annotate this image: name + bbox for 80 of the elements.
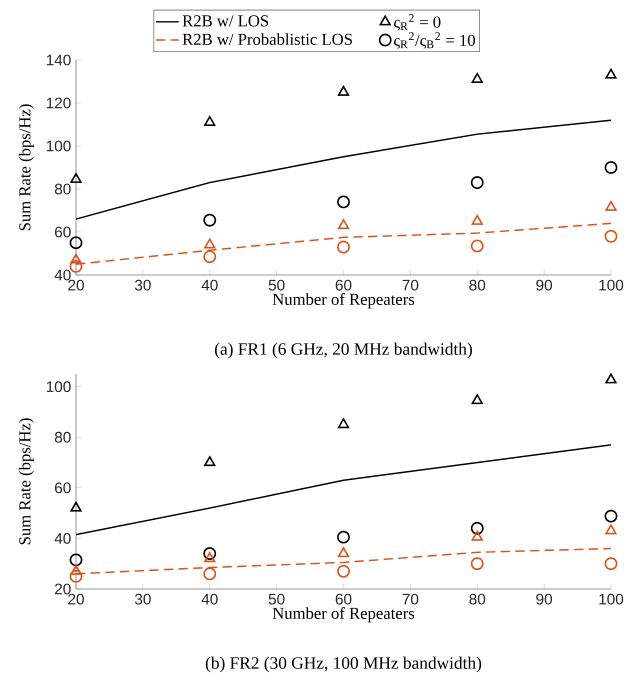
y-axis-title: Sum Rate (bps/Hz) bbox=[18, 418, 34, 544]
x-tick-label: 50 bbox=[268, 594, 285, 605]
y-tick-label: 40 bbox=[54, 532, 71, 544]
point bbox=[472, 530, 483, 541]
x-tick-label: 80 bbox=[469, 594, 486, 605]
point bbox=[605, 524, 617, 534]
x-tick-label: 100 bbox=[599, 280, 624, 291]
x-tick-label: 20 bbox=[68, 280, 84, 291]
point bbox=[70, 564, 82, 575]
text: (a) FR1 (6 GHz, 20 MHz bandwidth) bbox=[214, 342, 472, 358]
point bbox=[470, 522, 484, 535]
y-tick-label: 60 bbox=[55, 226, 71, 238]
point bbox=[470, 176, 484, 189]
point bbox=[203, 214, 216, 227]
y-tick-label: 60 bbox=[55, 482, 71, 494]
point bbox=[338, 418, 350, 428]
point bbox=[70, 502, 82, 512]
point bbox=[338, 86, 350, 96]
point bbox=[70, 236, 82, 250]
point bbox=[70, 570, 82, 583]
point bbox=[337, 196, 350, 208]
x-tick-label: 70 bbox=[402, 280, 418, 291]
x-tick-label: 40 bbox=[202, 594, 218, 605]
text: (b) FR2 (30 GHz, 100 MHz bandwidth) bbox=[206, 656, 482, 672]
point bbox=[337, 240, 350, 254]
x-tick-label: 20 bbox=[68, 594, 84, 605]
y-tick-label: 100 bbox=[46, 140, 71, 152]
point bbox=[204, 552, 216, 562]
x-tick-label: 50 bbox=[268, 280, 285, 291]
x-tick-label: 30 bbox=[134, 594, 151, 605]
point bbox=[70, 554, 82, 566]
y-tick-label: 140 bbox=[46, 54, 71, 66]
point bbox=[338, 219, 350, 230]
y-tick-label: 40 bbox=[54, 270, 71, 280]
point bbox=[470, 240, 484, 252]
point bbox=[203, 250, 216, 264]
x-tick-label: 70 bbox=[402, 594, 418, 605]
x-tick-label: 40 bbox=[202, 280, 218, 291]
legend-label: ς$_{R}$$^{2}$/ς$_{B}$$^{2}$ = 10 bbox=[394, 32, 475, 49]
point bbox=[204, 116, 216, 126]
point bbox=[605, 200, 617, 211]
y-tick-label: 120 bbox=[46, 98, 71, 108]
legend-label: R2B w/ LOS bbox=[182, 15, 268, 27]
y-axis-title: Sum Rate (bps/Hz) bbox=[18, 104, 34, 230]
y-tick-label: 20 bbox=[55, 584, 71, 594]
x-axis-title: Number of Repeaters bbox=[272, 293, 414, 308]
point bbox=[203, 547, 216, 560]
point bbox=[70, 172, 82, 183]
point bbox=[472, 72, 483, 83]
x-tick-label: 100 bbox=[599, 594, 624, 605]
point bbox=[470, 557, 484, 570]
x-axis-title: Number of Repeaters bbox=[272, 607, 414, 622]
point bbox=[604, 161, 618, 174]
point bbox=[70, 260, 82, 273]
point bbox=[338, 547, 350, 558]
x-tick-label: 60 bbox=[336, 594, 352, 605]
x-tick-label: 30 bbox=[134, 280, 151, 291]
y-tick-label: 80 bbox=[54, 432, 71, 443]
point bbox=[605, 373, 617, 384]
point bbox=[204, 238, 216, 248]
y-tick-label: 80 bbox=[54, 184, 71, 194]
legend-label: R2B w/ Probablistic LOS bbox=[182, 33, 352, 45]
line-series bbox=[76, 119, 611, 220]
y-tick-label: 100 bbox=[46, 381, 71, 392]
point bbox=[337, 530, 350, 544]
x-tick-label: 90 bbox=[536, 280, 552, 291]
x-tick-label: 90 bbox=[536, 594, 552, 605]
point bbox=[472, 394, 483, 404]
point bbox=[204, 456, 216, 466]
point bbox=[337, 564, 350, 578]
point bbox=[472, 214, 483, 225]
point bbox=[604, 230, 618, 243]
x-tick-label: 60 bbox=[336, 280, 352, 291]
point bbox=[605, 68, 617, 79]
point bbox=[70, 254, 82, 264]
legend-label: ς$_{R}$$^{2}$ = 0 bbox=[394, 14, 440, 31]
point bbox=[604, 510, 618, 523]
x-tick-label: 80 bbox=[469, 280, 486, 291]
point bbox=[203, 567, 216, 580]
point bbox=[604, 557, 618, 570]
